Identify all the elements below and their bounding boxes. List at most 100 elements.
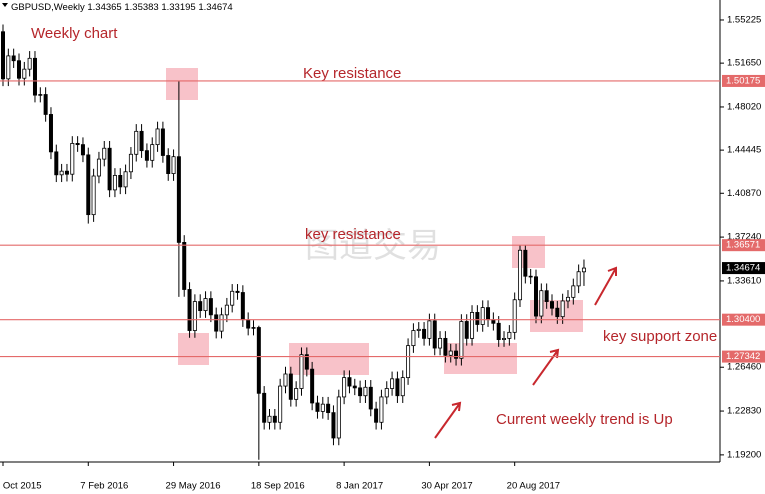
y-tick-label: 1.55225	[727, 14, 761, 25]
candle-body	[406, 345, 411, 379]
candle-body	[208, 298, 213, 316]
candle-body	[379, 396, 384, 423]
level-label-box	[722, 74, 765, 87]
candle-body	[102, 147, 107, 160]
candle-body	[315, 402, 320, 412]
candle-body	[288, 373, 293, 400]
candle-body	[80, 144, 85, 156]
candle-body	[118, 175, 123, 188]
candle-body	[32, 57, 37, 96]
candle-body	[390, 378, 395, 389]
last-open: 1.34365	[87, 2, 121, 13]
candle-body	[203, 298, 208, 312]
candle-body	[224, 304, 229, 316]
candle-body	[475, 312, 480, 325]
candle-body	[422, 328, 427, 339]
watermark: 图道交易	[305, 227, 441, 265]
arrow	[532, 348, 560, 386]
candle-body	[544, 290, 549, 302]
candle-body	[128, 153, 133, 173]
candle-body	[320, 403, 325, 412]
candle-body	[144, 150, 149, 161]
candle-body	[374, 408, 379, 423]
candle-body	[150, 144, 155, 161]
last-low: 1.33195	[161, 2, 195, 13]
level-label: 1.50175	[726, 75, 760, 86]
candle-body	[565, 296, 570, 302]
highlight-box	[166, 68, 198, 100]
y-tick-label: 1.44445	[727, 145, 761, 156]
x-tick-label: 29 May 2016	[166, 481, 221, 492]
x-tick-label: 7 Feb 2016	[80, 481, 128, 492]
candle-body	[182, 242, 187, 290]
candle-body	[246, 319, 251, 329]
candle-body	[416, 328, 421, 331]
symbol-icon	[2, 3, 8, 7]
candle-body	[48, 114, 53, 153]
annotation: key resistance	[305, 226, 401, 243]
candle-body	[155, 128, 160, 146]
candle-body	[368, 386, 373, 410]
arrows	[434, 266, 617, 439]
candle-body	[342, 377, 347, 398]
candle-body	[534, 276, 539, 317]
candle-body	[470, 312, 475, 339]
level-label: 1.36571	[726, 240, 760, 251]
candle-body	[6, 55, 11, 80]
annotation: Key resistance	[303, 65, 401, 82]
candle-body	[480, 307, 485, 325]
candle-body	[283, 373, 288, 387]
candle-body	[512, 299, 517, 333]
candle-body	[448, 350, 453, 356]
candle-body	[549, 301, 554, 309]
candle-body	[486, 307, 491, 321]
annotation: key support zone	[603, 328, 717, 345]
level-label: 1.27342	[726, 351, 760, 362]
candle-body	[160, 128, 165, 156]
candle-body	[310, 368, 315, 404]
arrow	[594, 266, 617, 306]
last-high: 1.35383	[124, 2, 158, 13]
candle-body	[464, 321, 469, 339]
candle-body	[38, 94, 43, 96]
candle-body	[262, 392, 267, 423]
candle-body	[400, 377, 405, 397]
candle-body	[272, 415, 277, 423]
candle-body	[438, 337, 443, 349]
candle-body	[235, 290, 240, 293]
candle-body	[251, 327, 256, 329]
candle-body	[459, 321, 464, 359]
current-price-label: 1.34674	[726, 263, 760, 274]
x-tick-label: 8 Oct 2015	[0, 481, 41, 492]
candle-body	[176, 156, 181, 243]
candle-body	[86, 154, 91, 216]
arrow	[434, 401, 462, 439]
candle-body	[427, 320, 432, 339]
candle-body	[219, 314, 224, 332]
candle-body	[496, 322, 501, 340]
candle-body	[395, 378, 400, 397]
candle-body	[43, 94, 48, 115]
candle-body	[22, 68, 27, 79]
x-tick-label: 18 Sep 2016	[251, 481, 305, 492]
level-label: 1.30400	[726, 314, 760, 325]
candle-body	[336, 396, 341, 439]
candle-body	[576, 271, 581, 287]
candle-body	[134, 130, 139, 155]
candle-body	[256, 327, 261, 394]
candle-body	[278, 385, 283, 423]
candle-body	[432, 320, 437, 349]
candle-body	[230, 290, 235, 306]
candle-body	[267, 415, 272, 423]
candle-body	[198, 301, 203, 312]
level-label-box	[722, 239, 765, 252]
candle-body	[171, 156, 176, 174]
x-tick-label: 8 Jan 2017	[336, 481, 383, 492]
candle-body	[352, 385, 357, 389]
highlight-box	[178, 333, 209, 365]
candle-body	[123, 171, 128, 188]
candle-body	[91, 175, 96, 216]
candle-body	[70, 143, 75, 175]
y-tick-label: 1.48020	[727, 101, 761, 112]
